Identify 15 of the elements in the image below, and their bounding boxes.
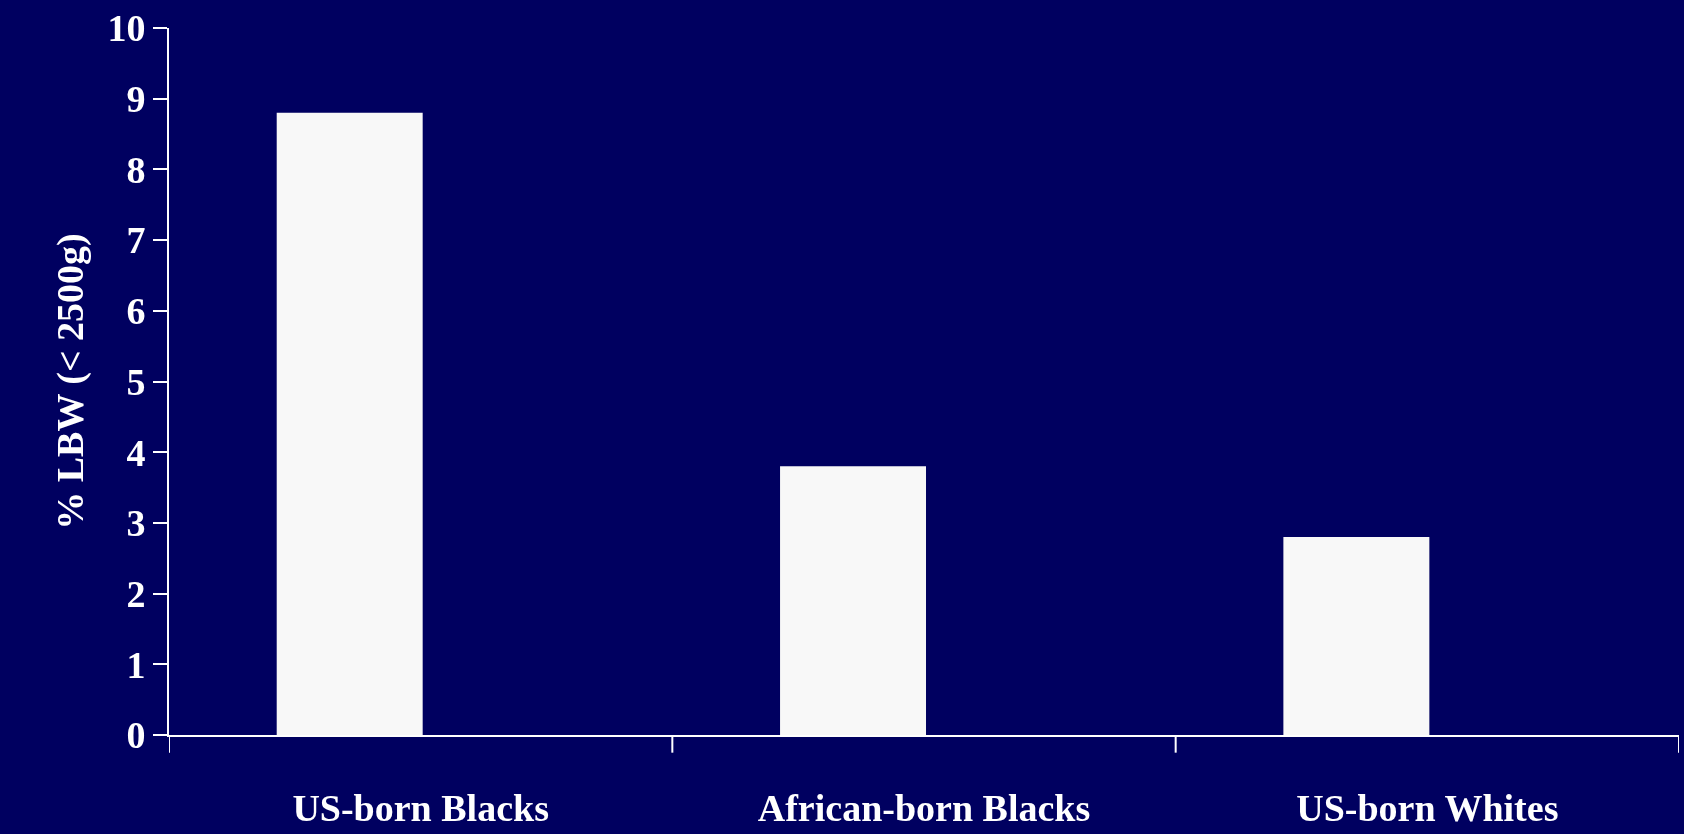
y-tick-label: 5 bbox=[126, 360, 146, 403]
y-tick-label: 3 bbox=[126, 502, 146, 545]
y-axis-title: % LBW (< 2500g) bbox=[49, 233, 93, 530]
y-tick-label: 10 bbox=[107, 7, 146, 50]
x-tick-label: African-born Blacks bbox=[757, 786, 1091, 829]
y-tick-label: 9 bbox=[126, 78, 146, 120]
y-tick-label: 1 bbox=[126, 643, 146, 686]
x-tick-label: US-born Whites bbox=[1296, 786, 1559, 829]
y-tick-label: 8 bbox=[126, 148, 146, 191]
y-tick-label: 2 bbox=[126, 572, 146, 615]
y-tick-label: 7 bbox=[126, 219, 146, 262]
x-tick-label: US-born Blacks bbox=[292, 786, 549, 829]
y-tick-label: 6 bbox=[126, 290, 146, 333]
y-tick-label: 4 bbox=[126, 431, 146, 474]
y-tick-label: 0 bbox=[126, 714, 146, 757]
